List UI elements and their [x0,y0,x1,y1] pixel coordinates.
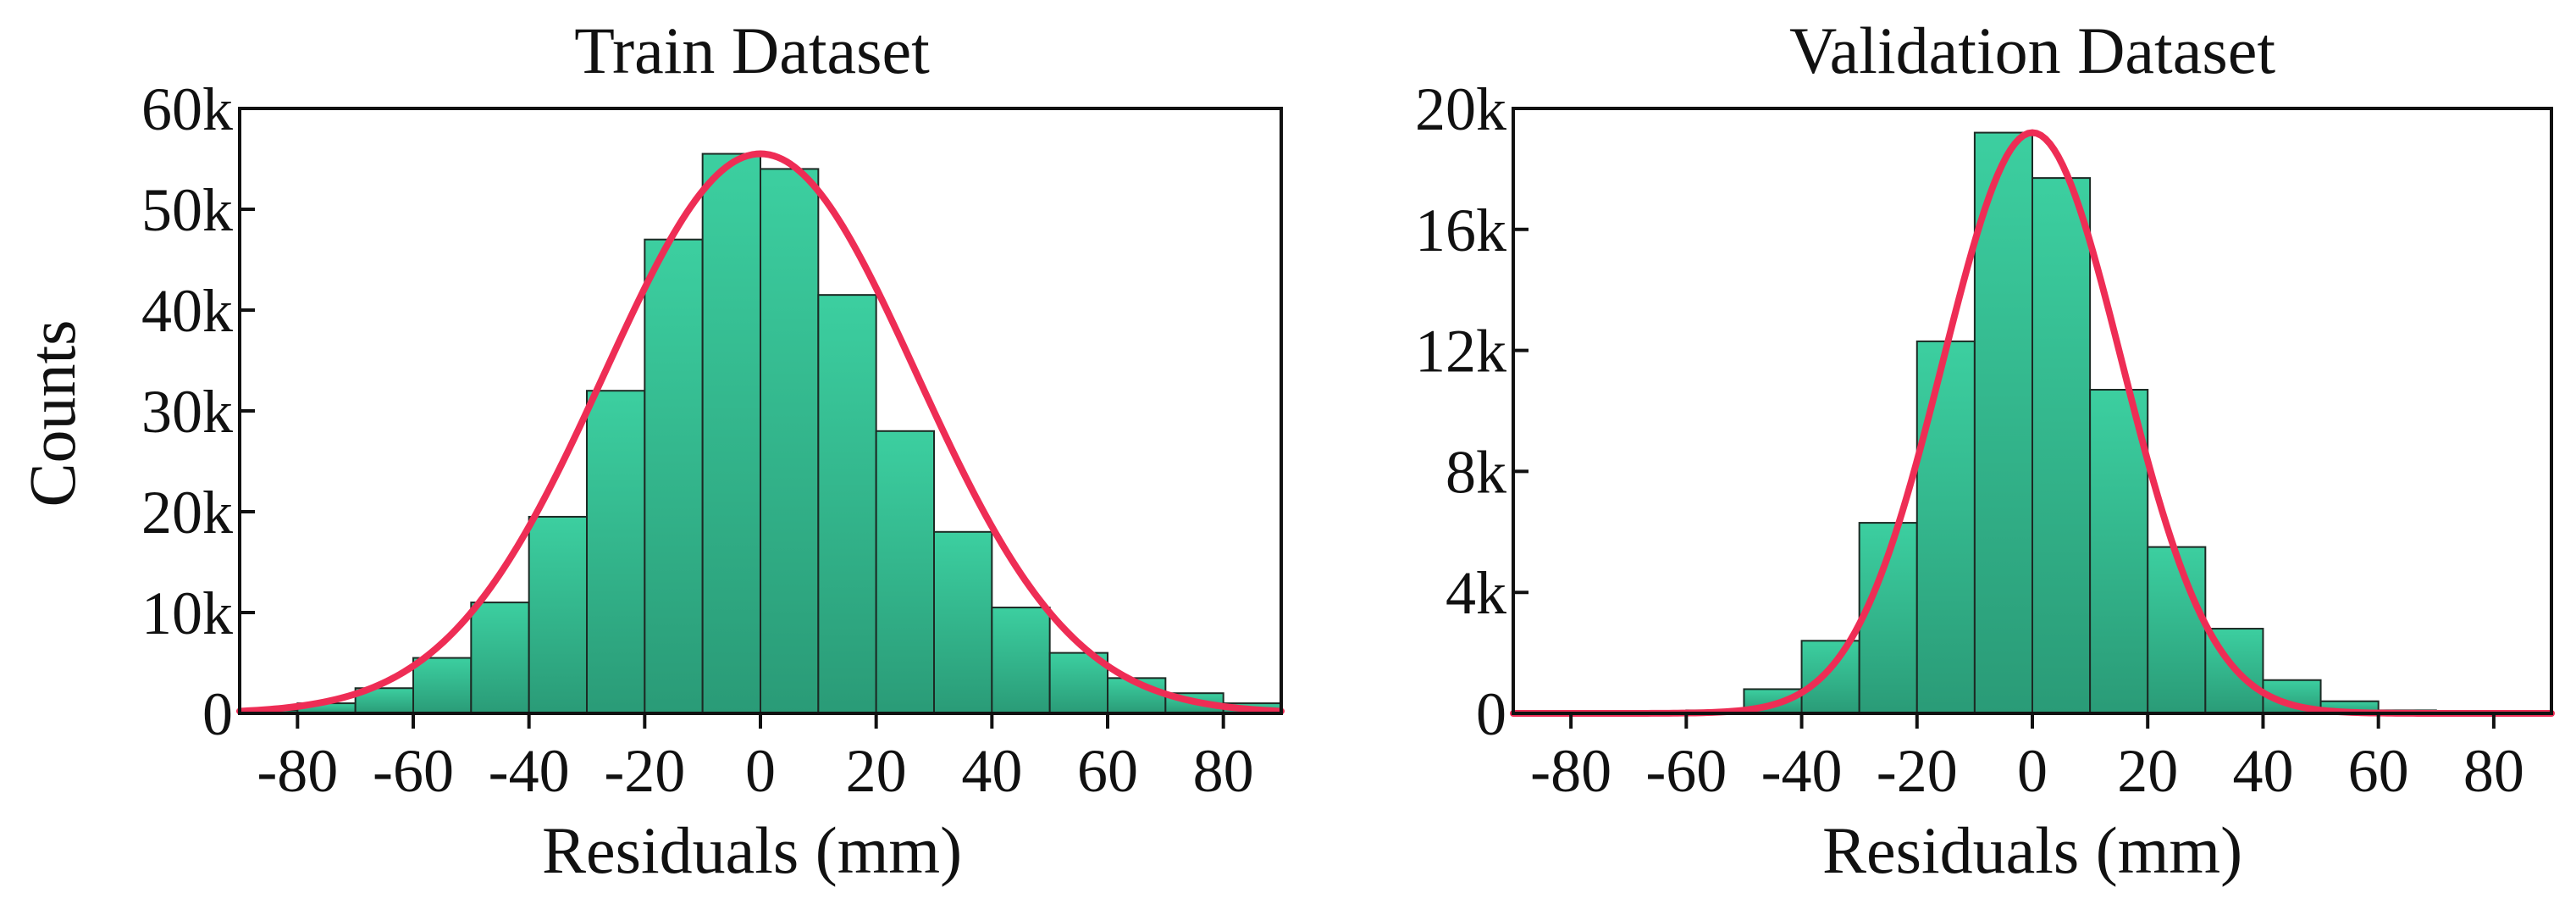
train-y-tick-label: 60k [141,75,233,143]
validation-histogram-bar [1800,640,1860,715]
validation-histogram-bar [1973,131,2034,714]
train-plot-area: 0 10k 20k 30k 40k 50k 60k -80 -60 -40 -20 0 20 40 60 80 [141,75,1285,805]
validation-y-tick-label: 20k [1415,75,1506,143]
train-histogram-bar [470,602,530,714]
validation-y-tick-label: 4k [1446,559,1506,627]
validation-chart-title: Validation Dataset [1789,14,2275,87]
train-histogram-bar [875,430,935,714]
validation-y-tick-label: 12k [1415,318,1506,385]
train-x-tick-label: -60 [373,737,454,805]
validation-x-tick-label: 40 [2232,737,2293,805]
train-y-tick-label: 0 [202,680,233,748]
validation-histogram-bar [2089,389,2149,714]
train-x-tick-label: -80 [257,737,338,805]
train-x-axis-label: Residuals (mm) [542,813,962,887]
train-chart-title: Train Dataset [574,14,930,87]
train-x-tick-label: -40 [489,737,570,805]
train-x-tick-label: 0 [745,737,776,805]
validation-x-tick-label: 80 [2463,737,2524,805]
train-histogram-bar [991,607,1051,714]
validation-x-tick-label: -40 [1761,737,1843,805]
y-axis-label: Counts [15,319,89,507]
validation-histogram-panel: Validation Dataset Residuals (mm) 0 4k 8k 1… [1415,14,2555,887]
validation-histogram-bar [2147,546,2207,715]
validation-x-tick-label: -80 [1530,737,1611,805]
train-x-tick-label: 80 [1193,737,1254,805]
train-x-tick-label: 20 [846,737,907,805]
validation-x-tick-label: -60 [1645,737,1727,805]
validation-x-tick-label: 60 [2348,737,2409,805]
train-histogram-bar [817,294,877,714]
train-histogram-bar [586,390,646,714]
validation-histogram-bar [2032,177,2092,715]
train-histogram-bar [528,515,589,715]
validation-x-axis-label: Residuals (mm) [1822,813,2242,887]
validation-x-tick-label: -20 [1877,737,1958,805]
train-y-tick-label: 30k [141,378,233,446]
train-x-tick-label: -20 [604,737,685,805]
train-y-tick-label: 20k [141,479,233,546]
train-histogram-bar [933,530,993,714]
train-histogram-bar [644,238,704,714]
train-gaussian-fit-curve [236,150,1285,715]
train-y-tick-label: 50k [141,176,233,244]
train-histogram-bar [760,168,820,714]
train-y-tick-label: 40k [141,277,233,345]
validation-y-tick-label: 8k [1446,438,1506,506]
validation-x-tick-label: 20 [2117,737,2178,805]
validation-histogram-bar [1915,340,1976,714]
validation-x-tick-label: 0 [2017,737,2048,805]
train-x-tick-label: 40 [961,737,1022,805]
validation-y-tick-label: 16k [1415,197,1506,264]
train-histogram-panel: Train Dataset Residuals (mm) 0 10k 20k 30k 4… [141,14,1285,887]
train-histogram-bar [701,152,762,715]
validation-y-tick-label: 0 [1476,680,1506,748]
train-histogram-bar [412,657,473,714]
train-y-tick-label: 10k [141,580,233,647]
train-x-tick-label: 60 [1077,737,1138,805]
validation-plot-area: 0 4k 8k 12k 16k 20k -80 -60 -40 -20 0 20 40 60 80 [1415,75,2555,805]
